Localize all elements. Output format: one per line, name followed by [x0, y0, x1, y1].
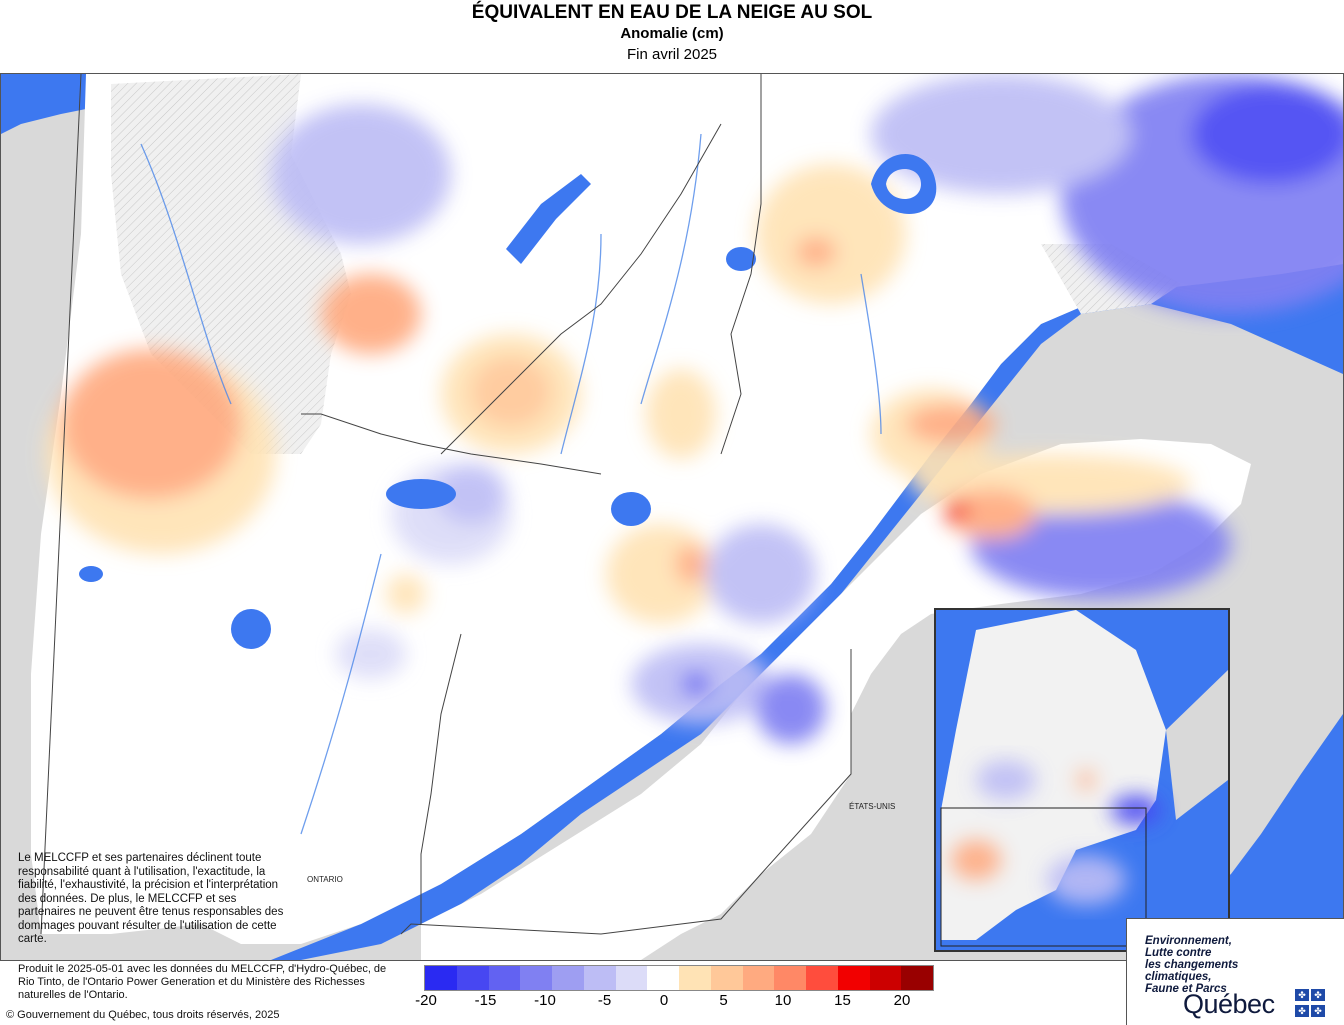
legend-color-bar — [424, 965, 934, 991]
rivers — [140, 133, 882, 835]
legend-swatch — [774, 966, 806, 990]
fleurdelis-icon: ✤ — [1311, 989, 1325, 1001]
ontario-label: ONTARIO — [307, 875, 343, 884]
disclaimer-text: Le MELCCFP et ses partenaires déclinent … — [18, 852, 284, 945]
lakes — [79, 154, 937, 649]
map-header: ÉQUIVALENT EN EAU DE LA NEIGE AU SOL Ano… — [0, 0, 1344, 65]
color-legend: -20 -15 -10 -5 0 5 10 15 20 — [415, 965, 934, 1023]
legend-swatch — [901, 966, 933, 990]
legend-tick-label: -20 — [415, 992, 437, 1009]
legend-tick-label: -15 — [474, 992, 497, 1009]
ministry-name: Environnement, Lutte contre les changeme… — [1145, 935, 1238, 995]
legend-tick-label: 5 — [719, 992, 728, 1009]
legend-swatch — [647, 966, 679, 990]
inset-map[interactable] — [934, 608, 1230, 952]
gulf-of-st-lawrence — [271, 264, 1343, 960]
map-period: Fin avril 2025 — [626, 46, 718, 63]
ministry-line-1: Environnement, — [1145, 935, 1232, 947]
legend-tick-label: -5 — [597, 992, 612, 1009]
legend-swatch — [806, 966, 838, 990]
legend-tick-label: 15 — [834, 992, 851, 1009]
legend-swatch — [456, 966, 489, 990]
legend-swatch — [710, 966, 743, 990]
main-map[interactable]: ONTARIO ÉTATS-UNIS — [0, 73, 1344, 961]
fleurdelis-icon: ✤ — [1295, 1005, 1309, 1017]
map-subtitle: Anomalie (cm) — [620, 25, 724, 42]
anomaly-field — [46, 74, 1343, 744]
source-note: Produit le 2025-05-01 avec les données d… — [18, 963, 387, 1002]
legend-swatch — [583, 966, 616, 990]
map-title: ÉQUIVALENT EN EAU DE LA NEIGE AU SOL — [471, 2, 873, 23]
ministry-line-3: les changements — [1145, 959, 1239, 971]
legend-tick-label: 0 — [659, 992, 669, 1009]
legend-swatch — [552, 966, 584, 990]
ministry-line-5: Faune et Parcs — [1145, 983, 1227, 995]
legend-swatch — [488, 966, 521, 990]
fleurdelis-icon: ✤ — [1295, 989, 1309, 1001]
copyright-note: © Gouvernement du Québec, tous droits ré… — [6, 1009, 280, 1021]
ministry-line-2: Lutte contre — [1145, 947, 1212, 959]
legend-swatch — [742, 966, 775, 990]
legend-swatch — [520, 966, 552, 990]
map-canvas: ONTARIO ÉTATS-UNIS — [1, 74, 1343, 960]
legend-swatch — [869, 966, 902, 990]
legend-tick-label: -10 — [534, 992, 556, 1009]
etats-unis-label: ÉTATS-UNIS — [849, 802, 895, 811]
ministry-logo: Environnement, Lutte contre les changeme… — [1126, 918, 1344, 1025]
quebec-wordmark: Québec — [1183, 989, 1275, 1019]
legend-swatch — [615, 966, 648, 990]
legend-swatch — [679, 966, 711, 990]
legend-tick-label: 20 — [893, 992, 911, 1009]
legend-tick-label: 10 — [774, 992, 792, 1009]
legend-swatch — [425, 966, 457, 990]
ministry-line-4: climatiques, — [1145, 971, 1212, 983]
region-borders — [40, 74, 852, 935]
inset-canvas — [940, 610, 1228, 947]
legend-swatch — [837, 966, 870, 990]
fleurdelis-icon: ✤ — [1311, 1005, 1325, 1017]
